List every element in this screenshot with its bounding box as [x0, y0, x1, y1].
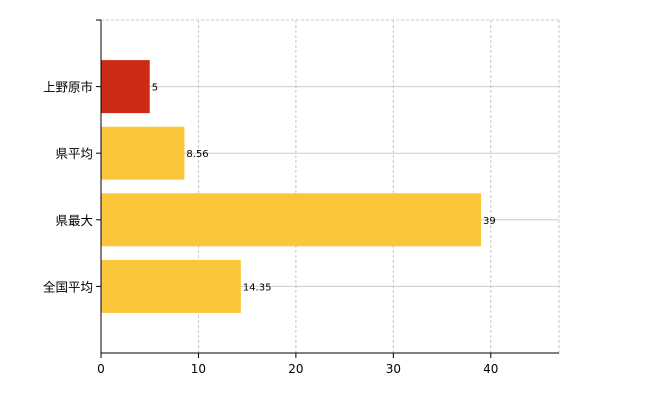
x-tick-label: 20 [288, 362, 303, 376]
category-label: 上野原市 [43, 80, 93, 95]
x-tick-label: 10 [191, 362, 206, 376]
category-label: 全国平均 [43, 279, 93, 294]
x-tick-label: 0 [97, 362, 105, 376]
bar [101, 126, 185, 180]
bar [101, 60, 150, 114]
category-label: 県最大 [55, 213, 93, 228]
category-label: 県平均 [55, 146, 93, 161]
data-label: 14.35 [243, 282, 272, 293]
bar [101, 259, 241, 313]
data-label: 8.56 [186, 149, 208, 160]
bar [101, 193, 482, 247]
data-label: 39 [483, 216, 496, 227]
x-tick-label: 30 [386, 362, 401, 376]
data-label: 5 [152, 83, 158, 94]
x-tick-label: 40 [483, 362, 498, 376]
